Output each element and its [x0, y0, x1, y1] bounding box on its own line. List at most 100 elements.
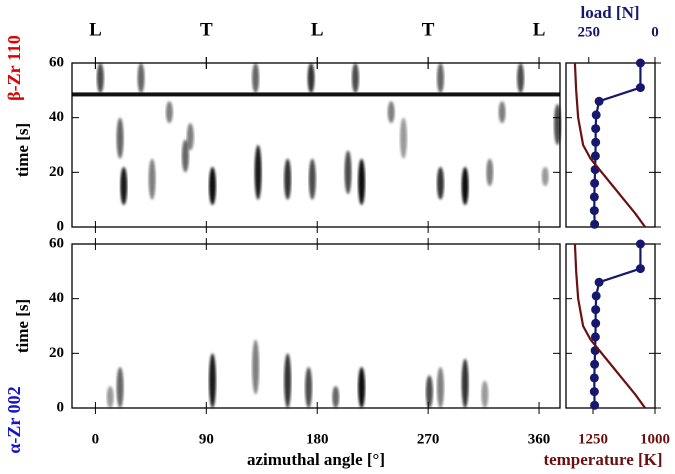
diffraction-streak [344, 150, 352, 195]
diffraction-streak [554, 104, 562, 145]
load-label: load [N] [580, 3, 639, 22]
load-marker [590, 332, 600, 342]
y-tick-label: 0 [57, 399, 65, 415]
load-marker [594, 277, 604, 287]
temperature-tick-label: 1250 [578, 431, 608, 447]
diffraction-streak [96, 63, 104, 94]
load-marker [589, 373, 599, 383]
load-tick-label: 250 [578, 24, 601, 40]
x-tick-label: 270 [417, 431, 440, 447]
load-marker [635, 264, 645, 274]
series-line [573, 243, 646, 409]
x-label: azimuthal angle [°] [247, 450, 385, 469]
load-marker [590, 400, 600, 410]
x-tick-label: 90 [199, 431, 214, 447]
diffraction-streak [436, 166, 444, 200]
series-line [573, 62, 646, 228]
y-tick-label: 40 [49, 109, 64, 125]
top-tick-label: L [311, 19, 324, 40]
transition-band [72, 92, 560, 97]
x-tick-label: 0 [92, 431, 100, 447]
panel-label: α-Zr 002 [4, 386, 24, 453]
top-tick-label: L [533, 19, 546, 40]
load-marker [590, 359, 600, 369]
y-label: time [s] [13, 123, 32, 177]
temperature-label: temperature [K] [543, 450, 662, 469]
series-line [593, 244, 642, 406]
diffraction-streak [186, 123, 194, 151]
load-marker [635, 58, 645, 68]
diffraction-streak [486, 158, 494, 186]
y-tick-label: 20 [49, 345, 64, 361]
load-marker [589, 387, 599, 397]
load-marker [591, 291, 601, 301]
diffraction-streak [116, 117, 124, 159]
load-marker [594, 96, 604, 106]
diffraction-streak [148, 158, 156, 200]
series-line [593, 63, 642, 225]
load-marker [590, 178, 600, 188]
diffraction-streak [252, 339, 260, 395]
x-tick-label: 360 [528, 431, 551, 447]
top-tick-label: T [200, 19, 213, 40]
diffraction-streak [137, 63, 145, 94]
load-marker [591, 124, 601, 134]
diffraction-streak [106, 386, 114, 409]
diffraction-streak [387, 101, 395, 124]
y-tick-label: 60 [49, 235, 64, 251]
load-marker [635, 239, 645, 249]
diffraction-streak [284, 158, 292, 200]
diffraction-streak [116, 367, 124, 408]
load-marker [635, 83, 645, 93]
diffraction-streak [541, 166, 549, 186]
panel-frame [71, 62, 561, 228]
diffraction-streak [254, 145, 262, 200]
load-marker [590, 151, 600, 161]
diffraction-streak [399, 117, 407, 159]
diffraction-streak [208, 166, 216, 206]
load-marker [591, 318, 601, 328]
load-marker [590, 219, 600, 229]
diffraction-streak [307, 63, 315, 94]
load-marker [589, 192, 599, 202]
diffraction-streak [517, 63, 525, 94]
y-tick-label: 0 [57, 218, 65, 234]
y-tick-label: 60 [49, 54, 64, 70]
load-tick-label: 0 [651, 24, 659, 40]
side-frame [565, 243, 656, 409]
top-tick-label: L [89, 19, 102, 40]
diffraction-streak [208, 353, 216, 408]
diffraction-streak [308, 158, 316, 200]
diffraction-streak [436, 367, 444, 408]
panel-frame [71, 243, 561, 409]
diffraction-streak [436, 63, 444, 94]
y-tick-label: 20 [49, 164, 64, 180]
diffraction-streak [305, 367, 313, 408]
diffraction-streak [461, 358, 469, 408]
side-frame [565, 62, 656, 228]
diffraction-streak [425, 375, 433, 408]
x-tick-label: 180 [306, 431, 329, 447]
diffraction-streak [358, 158, 366, 206]
load-marker [591, 305, 601, 315]
diffraction-streak [165, 101, 173, 124]
diffraction-streak [284, 353, 292, 408]
top-tick-label: T [422, 19, 435, 40]
y-label: time [s] [13, 299, 32, 353]
y-tick-label: 40 [49, 290, 64, 306]
diffraction-streak [332, 386, 340, 409]
diffraction-streak [358, 367, 366, 408]
diffraction-streak [252, 63, 260, 94]
diffraction-streak [351, 63, 359, 94]
diffraction-streak [181, 139, 189, 173]
panel-label: β-Zr 110 [4, 35, 24, 101]
diffraction-streak [461, 166, 469, 206]
load-marker [591, 110, 601, 120]
diffraction-streak [481, 380, 489, 409]
diffraction-streak [120, 166, 128, 206]
temperature-tick-label: 1000 [640, 431, 670, 447]
diffraction-streak [498, 101, 506, 124]
load-marker [591, 137, 601, 147]
load-marker [589, 206, 599, 216]
